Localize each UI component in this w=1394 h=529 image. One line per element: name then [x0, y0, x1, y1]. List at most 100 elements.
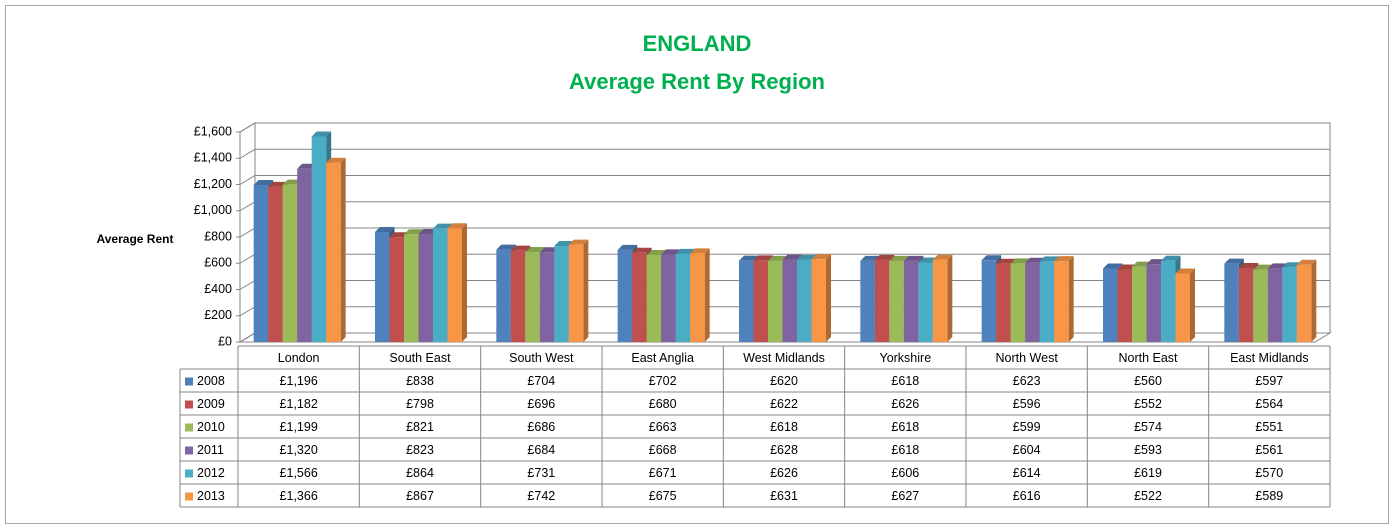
- table-cell: £631: [770, 489, 798, 503]
- bar-top: [433, 223, 453, 229]
- bar-top: [932, 254, 953, 260]
- table-cell: £1,320: [280, 443, 318, 457]
- bar: [811, 259, 826, 342]
- bar: [311, 136, 327, 342]
- bar-top: [860, 255, 880, 261]
- x-tick-label: South West: [509, 351, 574, 365]
- table-cell: £1,196: [280, 374, 318, 388]
- table-cell: £742: [527, 489, 555, 503]
- table-cell: £606: [891, 466, 919, 480]
- bar-side: [704, 248, 710, 342]
- bar: [1025, 262, 1040, 342]
- bar-side: [947, 254, 953, 342]
- legend-key: [185, 469, 193, 478]
- bar: [510, 250, 526, 342]
- bar-top: [1238, 262, 1259, 268]
- legend-label: 2008: [197, 374, 225, 388]
- bar-top: [617, 244, 638, 250]
- chart-title: ENGLAND: [643, 31, 752, 56]
- legend-key: [185, 400, 193, 409]
- bar: [981, 260, 997, 342]
- table-cell: £614: [1013, 466, 1041, 480]
- table-cell: £675: [649, 489, 677, 503]
- bar: [918, 262, 933, 342]
- bar-top: [1296, 259, 1317, 265]
- bar-top: [496, 244, 516, 250]
- bar-side: [1311, 259, 1317, 342]
- table-cell: £821: [406, 420, 434, 434]
- y-tick-label: £1,000: [194, 203, 232, 217]
- bar: [1161, 260, 1176, 342]
- bar: [554, 246, 569, 342]
- x-tick-label: West Midlands: [743, 351, 825, 365]
- table-cell: £1,182: [280, 397, 318, 411]
- table-cell: £704: [527, 374, 555, 388]
- bar-top: [889, 255, 909, 261]
- table-cell: £823: [406, 443, 434, 457]
- y-axis-label: Average Rent: [97, 232, 174, 246]
- table-cell: £627: [891, 489, 919, 503]
- bar: [1282, 267, 1297, 342]
- bar-top: [1175, 268, 1195, 274]
- legend-key: [185, 377, 193, 386]
- bar-top: [375, 227, 395, 233]
- table-cell: £702: [649, 374, 677, 388]
- y-tick-label: £1,400: [194, 151, 232, 165]
- bar: [433, 228, 448, 342]
- bar-top: [874, 254, 895, 260]
- x-tick-label: North East: [1118, 351, 1178, 365]
- x-tick-label: East Anglia: [631, 351, 694, 365]
- bar-top: [903, 255, 924, 261]
- legend-key: [185, 423, 193, 432]
- table-cell: £680: [649, 397, 677, 411]
- table-cell: £596: [1013, 397, 1041, 411]
- bar: [874, 259, 890, 342]
- grid-line: [239, 175, 1330, 185]
- table-cell: £628: [770, 443, 798, 457]
- y-tick-label: £1,200: [194, 177, 232, 191]
- table-cell: £618: [891, 374, 919, 388]
- chart-subtitle: Average Rent By Region: [569, 69, 825, 94]
- bar: [753, 260, 768, 342]
- table-cell: £671: [649, 466, 677, 480]
- bar-top: [1103, 263, 1123, 269]
- bar: [404, 234, 419, 342]
- bar-top: [1054, 256, 1074, 262]
- table-cell: £1,199: [280, 420, 318, 434]
- bar: [860, 260, 875, 342]
- y-tick-label: £1,600: [194, 124, 232, 138]
- legend-key: [185, 492, 193, 501]
- bar-top: [661, 249, 681, 255]
- bar: [1175, 273, 1190, 342]
- bar-top: [811, 254, 831, 260]
- table-cell: £560: [1134, 374, 1162, 388]
- bar-side: [462, 223, 467, 342]
- bar: [903, 260, 919, 342]
- x-tick-label: London: [278, 351, 320, 365]
- bar-top: [1224, 258, 1244, 264]
- bar-top: [981, 255, 1002, 261]
- y-tick-label: £200: [204, 308, 232, 322]
- bar: [889, 260, 904, 342]
- bar: [739, 260, 754, 342]
- x-tick-label: North West: [996, 351, 1059, 365]
- bar-top: [782, 254, 802, 260]
- bar: [525, 251, 540, 342]
- bar: [1054, 261, 1069, 342]
- y-tick-label: £400: [204, 282, 232, 296]
- table-cell: £838: [406, 374, 434, 388]
- table-cell: £1,566: [280, 466, 318, 480]
- bar: [1039, 261, 1055, 342]
- bar-top: [632, 247, 652, 253]
- bar: [768, 260, 783, 342]
- table-cell: £593: [1134, 443, 1162, 457]
- bar-side: [583, 239, 589, 342]
- bar-top: [525, 246, 545, 252]
- bar: [1238, 267, 1254, 342]
- table-cell: £604: [1013, 443, 1041, 457]
- bar-top: [690, 248, 710, 254]
- bar: [1010, 263, 1026, 342]
- bar-top: [996, 258, 1016, 264]
- bar-top: [1010, 258, 1031, 264]
- bar-top: [675, 248, 696, 254]
